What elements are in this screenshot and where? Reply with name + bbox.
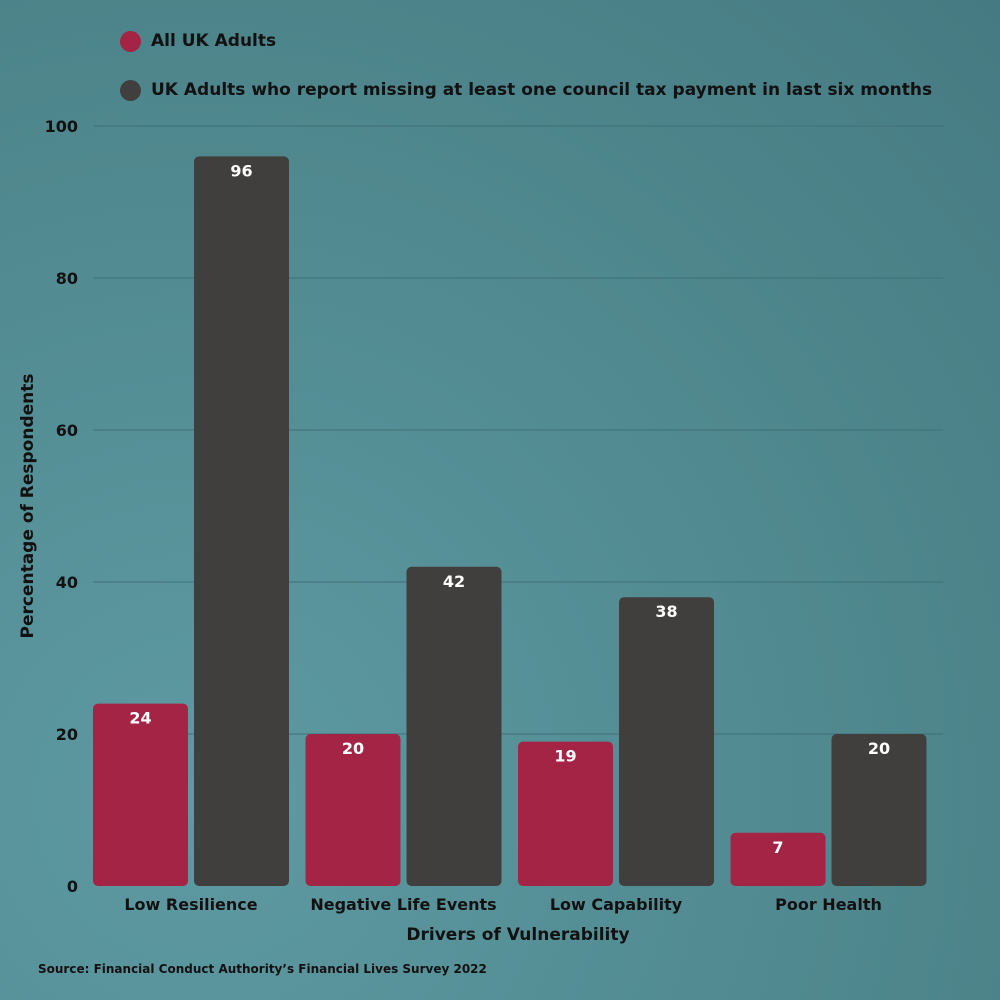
legend-swatch-missed-council-tax [120, 79, 141, 101]
data-label-poor-health-series-1: 7 [772, 838, 783, 857]
legend-label-missed-council-tax: UK Adults who report missing at least on… [151, 80, 933, 100]
data-label-negative-life-events-series-2: 42 [443, 572, 465, 591]
legend-item-missed-council-tax: UK Adults who report missing at least on… [120, 77, 932, 103]
data-label-negative-life-events-series-1: 20 [342, 739, 364, 758]
bar-low-resilience-series-1 [93, 703, 188, 886]
x-axis-ticks: Low Resilience Negative Life Events Low Ca… [124, 895, 882, 914]
data-label-low-resilience-series-1: 24 [129, 709, 151, 728]
bar-poor-health-series-1 [730, 832, 826, 886]
bar-low-capability-series-1 [518, 741, 613, 886]
legend: All UK Adults UK Adults who report missi… [120, 28, 932, 126]
x-axis-title: Drivers of Vulnerability [406, 925, 629, 945]
y-tick-label-60: 60 [56, 421, 78, 440]
data-label-low-resilience-series-2: 96 [230, 161, 252, 180]
data-label-low-capability-series-2: 38 [655, 602, 677, 621]
legend-swatch-all-uk-adults [120, 30, 141, 52]
bar-negative-life-events-series-1 [305, 734, 401, 886]
bar-poor-health-series-2 [831, 734, 927, 886]
y-tick-label-100: 100 [45, 117, 78, 136]
x-tick-label-low-resilience: Low Resilience [124, 895, 257, 914]
y-tick-label-40: 40 [56, 573, 78, 592]
data-label-poor-health-series-2: 20 [868, 739, 890, 758]
y-tick-label-0: 0 [67, 877, 78, 896]
y-tick-label-80: 80 [56, 269, 78, 288]
y-axis-ticks: 0 20 40 60 80 100 [45, 117, 78, 896]
data-label-low-capability-series-1: 19 [554, 747, 576, 766]
bars [93, 156, 927, 886]
x-tick-label-poor-health: Poor Health [775, 895, 882, 914]
x-tick-label-low-capability: Low Capability [550, 895, 683, 914]
x-tick-label-negative-life-events: Negative Life Events [310, 895, 496, 914]
data-labels: 24 96 20 42 19 38 7 20 [129, 161, 890, 856]
bar-low-resilience-series-2 [194, 156, 289, 886]
legend-label-all-uk-adults: All UK Adults [151, 31, 277, 51]
source-note: Source: Financial Conduct Authority’s Fi… [38, 962, 487, 976]
legend-item-all-uk-adults: All UK Adults [120, 28, 932, 54]
y-tick-label-20: 20 [56, 725, 78, 744]
bar-negative-life-events-series-2 [406, 566, 502, 886]
y-axis-title: Percentage of Respondents [18, 373, 38, 638]
bar-low-capability-series-2 [619, 597, 714, 886]
